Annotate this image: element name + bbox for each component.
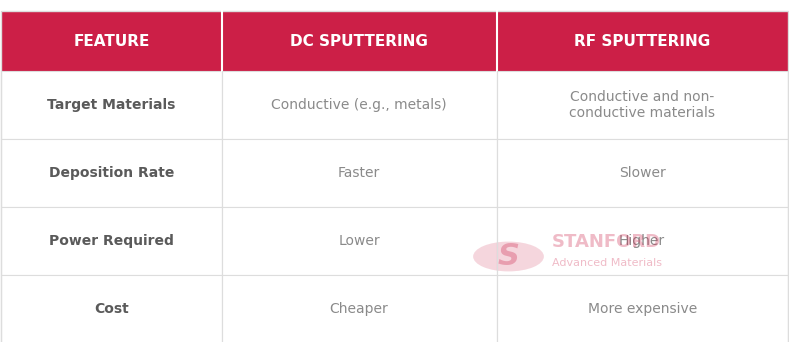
- Text: DC SPUTTERING: DC SPUTTERING: [290, 34, 428, 49]
- FancyBboxPatch shape: [222, 11, 497, 71]
- Text: Slower: Slower: [619, 166, 666, 180]
- Text: RF SPUTTERING: RF SPUTTERING: [574, 34, 710, 49]
- FancyBboxPatch shape: [222, 139, 497, 207]
- FancyBboxPatch shape: [222, 275, 497, 342]
- Text: Conductive (e.g., metals): Conductive (e.g., metals): [271, 98, 447, 112]
- FancyBboxPatch shape: [2, 275, 222, 342]
- Text: More expensive: More expensive: [588, 302, 697, 316]
- Text: STANFORD: STANFORD: [552, 233, 661, 251]
- Text: Power Required: Power Required: [49, 234, 174, 248]
- Text: FEATURE: FEATURE: [73, 34, 150, 49]
- FancyBboxPatch shape: [497, 275, 787, 342]
- FancyBboxPatch shape: [222, 207, 497, 275]
- Text: Faster: Faster: [338, 166, 380, 180]
- FancyBboxPatch shape: [497, 71, 787, 139]
- Text: Target Materials: Target Materials: [47, 98, 176, 112]
- FancyBboxPatch shape: [2, 207, 222, 275]
- FancyBboxPatch shape: [2, 139, 222, 207]
- Text: Cheaper: Cheaper: [330, 302, 388, 316]
- Text: Deposition Rate: Deposition Rate: [49, 166, 174, 180]
- Text: Lower: Lower: [338, 234, 380, 248]
- FancyBboxPatch shape: [497, 11, 787, 71]
- Text: Higher: Higher: [619, 234, 665, 248]
- FancyBboxPatch shape: [222, 71, 497, 139]
- Text: Cost: Cost: [94, 302, 129, 316]
- Text: Conductive and non-
conductive materials: Conductive and non- conductive materials: [569, 90, 715, 120]
- Circle shape: [473, 241, 544, 272]
- FancyBboxPatch shape: [497, 207, 787, 275]
- FancyBboxPatch shape: [2, 71, 222, 139]
- FancyBboxPatch shape: [2, 11, 222, 71]
- Text: S: S: [498, 242, 519, 271]
- Text: Advanced Materials: Advanced Materials: [552, 258, 662, 268]
- FancyBboxPatch shape: [497, 139, 787, 207]
